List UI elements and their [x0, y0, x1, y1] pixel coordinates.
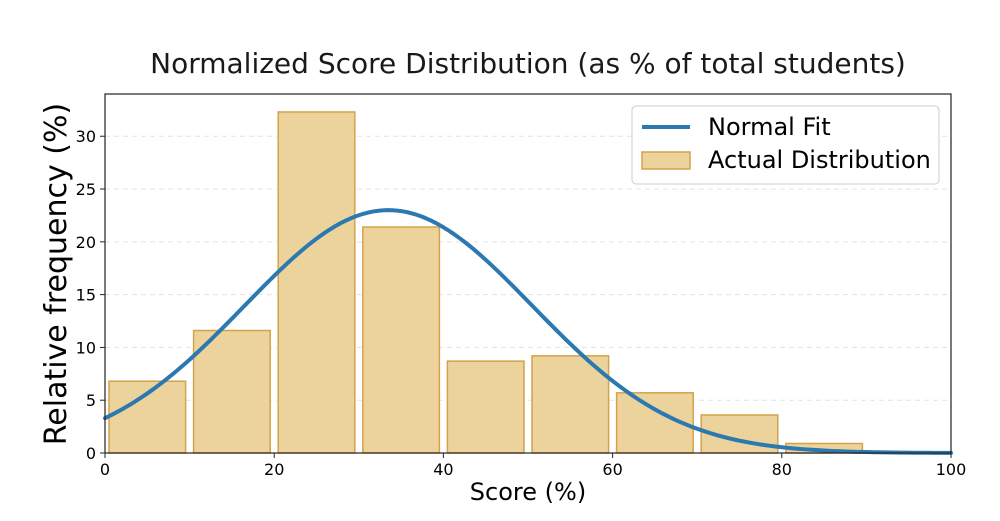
bar	[362, 226, 441, 454]
y-tick-label: 20	[76, 233, 96, 252]
bar	[446, 360, 525, 454]
legend-bar-swatch	[641, 151, 691, 170]
legend: Normal Fit Actual Distribution	[631, 105, 940, 185]
y-tick-label: 25	[76, 180, 96, 199]
bar	[277, 111, 356, 454]
y-axis-ticks: 0 5 10 15 20 25 30	[76, 127, 105, 463]
x-tick-label: 20	[264, 460, 284, 479]
y-tick-label: 5	[86, 391, 96, 410]
x-tick-label: 0	[100, 460, 110, 479]
x-axis-label: Score (%)	[470, 478, 586, 506]
y-tick-label: 15	[76, 286, 96, 305]
legend-label-normal-fit: Normal Fit	[708, 113, 831, 141]
y-tick-label: 0	[86, 444, 96, 463]
y-axis-label: Relative frequency (%)	[39, 103, 74, 445]
legend-label-actual-distribution: Actual Distribution	[708, 146, 931, 174]
x-axis-ticks: 0 20 40 60 80 100	[100, 453, 966, 479]
x-tick-label: 60	[602, 460, 622, 479]
chart-title: Normalized Score Distribution (as % of t…	[150, 47, 906, 80]
plot-frame	[104, 93, 952, 454]
legend-box	[631, 105, 940, 185]
normal-fit-line	[103, 208, 953, 455]
bar	[192, 329, 271, 454]
x-tick-label: 80	[772, 460, 792, 479]
x-tick-label: 40	[433, 460, 453, 479]
bar	[531, 355, 610, 454]
x-tick-label: 100	[936, 460, 967, 479]
y-tick-label: 30	[76, 127, 96, 146]
y-tick-label: 10	[76, 338, 96, 357]
